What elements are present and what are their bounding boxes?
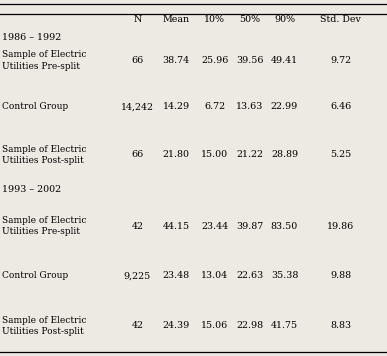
Text: 66: 66 [131, 150, 144, 159]
Text: Mean: Mean [163, 15, 190, 24]
Text: Sample of Electric
Utilities Post-split: Sample of Electric Utilities Post-split [2, 145, 86, 165]
Text: 50%: 50% [239, 15, 260, 24]
Text: 14,242: 14,242 [121, 102, 154, 111]
Text: 90%: 90% [274, 15, 295, 24]
Text: 23.44: 23.44 [201, 221, 228, 231]
Text: Sample of Electric
Utilities Post-split: Sample of Electric Utilities Post-split [2, 315, 86, 336]
Text: 83.50: 83.50 [271, 221, 298, 231]
Text: 13.63: 13.63 [236, 102, 263, 111]
Text: 22.98: 22.98 [236, 321, 263, 330]
Text: 28.89: 28.89 [271, 150, 298, 159]
Text: 24.39: 24.39 [163, 321, 190, 330]
Text: 44.15: 44.15 [163, 221, 190, 231]
Text: 9,225: 9,225 [124, 271, 151, 281]
Text: Std. Dev: Std. Dev [320, 15, 361, 24]
Text: 14.29: 14.29 [163, 102, 190, 111]
Text: 1993 – 2002: 1993 – 2002 [2, 185, 61, 194]
Text: 6.46: 6.46 [330, 102, 351, 111]
Text: 21.22: 21.22 [236, 150, 263, 159]
Text: 9.88: 9.88 [330, 271, 351, 281]
Text: 41.75: 41.75 [271, 321, 298, 330]
Text: 1986 – 1992: 1986 – 1992 [2, 33, 61, 42]
Text: 39.87: 39.87 [236, 221, 263, 231]
Text: 8.83: 8.83 [330, 321, 351, 330]
Text: 38.74: 38.74 [163, 56, 190, 65]
Text: Control Group: Control Group [2, 102, 68, 111]
Text: 42: 42 [131, 221, 144, 231]
Text: 10%: 10% [204, 15, 225, 24]
Text: 49.41: 49.41 [271, 56, 298, 65]
Text: N: N [133, 15, 142, 24]
Text: 15.06: 15.06 [201, 321, 228, 330]
Text: 19.86: 19.86 [327, 221, 354, 231]
Text: 39.56: 39.56 [236, 56, 264, 65]
Text: 6.72: 6.72 [204, 102, 225, 111]
Text: 35.38: 35.38 [271, 271, 298, 281]
Text: 23.48: 23.48 [163, 271, 190, 281]
Text: 42: 42 [131, 321, 144, 330]
Text: 22.63: 22.63 [236, 271, 263, 281]
Text: 22.99: 22.99 [271, 102, 298, 111]
Text: 15.00: 15.00 [201, 150, 228, 159]
Text: 25.96: 25.96 [201, 56, 228, 65]
Text: 13.04: 13.04 [201, 271, 228, 281]
Text: Control Group: Control Group [2, 271, 68, 281]
Text: 9.72: 9.72 [330, 56, 351, 65]
Text: 21.80: 21.80 [163, 150, 190, 159]
Text: 66: 66 [131, 56, 144, 65]
Text: 5.25: 5.25 [330, 150, 351, 159]
Text: Sample of Electric
Utilities Pre-split: Sample of Electric Utilities Pre-split [2, 216, 86, 236]
Text: Sample of Electric
Utilities Pre-split: Sample of Electric Utilities Pre-split [2, 50, 86, 71]
